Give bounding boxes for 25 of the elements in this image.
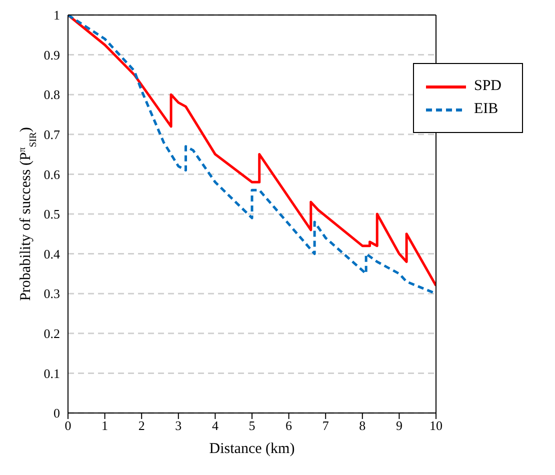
x-tick-label: 10 (430, 418, 442, 434)
y-tick-label: 0.9 (44, 47, 60, 62)
y-tick-label: 0.1 (44, 366, 60, 381)
x-axis-title: Distance (km) (209, 441, 295, 457)
x-tick-label: 1 (102, 418, 108, 434)
x-tick-label: 8 (359, 418, 366, 434)
y-tick-label: 0.5 (44, 206, 60, 222)
x-tick-label: 4 (212, 418, 219, 434)
y-tick-label: 0.2 (44, 326, 60, 342)
x-tick-label: 6 (286, 418, 293, 434)
y-tick-label: 0.7 (44, 127, 60, 142)
y-tick-label: 0.4 (44, 246, 60, 262)
y-tick-label: 0.6 (44, 166, 60, 182)
x-tick-label: 9 (396, 418, 402, 434)
x-tick-label: 2 (138, 418, 145, 434)
y-tick-label: 0.8 (44, 87, 60, 102)
y-tick-label: 0 (54, 406, 60, 421)
x-tick-label: 0 (64, 418, 72, 434)
x-tick-label: 7 (322, 418, 330, 434)
y-tick-label: 0.3 (44, 286, 60, 302)
x-tick-label: 3 (175, 418, 182, 434)
y-tick-label: 1 (54, 8, 60, 23)
legend-label: SPD (474, 78, 502, 95)
legend-label: EIB (474, 101, 498, 118)
x-tick-label: 5 (248, 418, 256, 434)
